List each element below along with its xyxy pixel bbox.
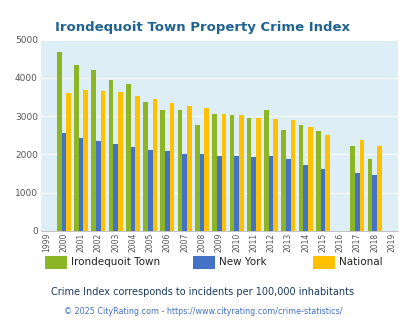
Bar xyxy=(212,114,216,231)
Bar xyxy=(229,115,234,231)
Bar xyxy=(135,96,140,231)
Bar xyxy=(147,150,152,231)
Bar xyxy=(234,155,238,231)
Bar xyxy=(281,130,285,231)
Bar xyxy=(182,154,187,231)
Bar xyxy=(367,159,371,231)
Bar xyxy=(165,151,169,231)
Bar xyxy=(74,65,79,231)
Bar xyxy=(359,140,363,231)
Bar xyxy=(273,119,277,231)
Bar xyxy=(376,146,381,231)
Bar xyxy=(204,108,209,231)
Bar xyxy=(285,159,290,231)
Bar xyxy=(177,111,182,231)
Bar xyxy=(303,165,307,231)
Bar xyxy=(320,169,324,231)
Bar xyxy=(238,115,243,231)
Text: National: National xyxy=(338,257,382,267)
Bar xyxy=(246,118,251,231)
Bar xyxy=(187,106,191,231)
Bar xyxy=(66,93,70,231)
Bar xyxy=(216,155,221,231)
Text: New York: New York xyxy=(219,257,266,267)
Bar xyxy=(109,80,113,231)
Bar xyxy=(256,118,260,231)
Bar xyxy=(315,131,320,231)
Bar xyxy=(160,110,165,231)
Bar xyxy=(199,154,204,231)
Bar xyxy=(251,157,256,231)
Bar xyxy=(57,52,61,231)
Text: © 2025 CityRating.com - https://www.cityrating.com/crime-statistics/: © 2025 CityRating.com - https://www.city… xyxy=(64,307,341,316)
Bar xyxy=(263,111,268,231)
Text: Irondequoit Town: Irondequoit Town xyxy=(71,257,160,267)
Text: Irondequoit Town Property Crime Index: Irondequoit Town Property Crime Index xyxy=(55,21,350,34)
Bar xyxy=(194,125,199,231)
Bar xyxy=(113,144,118,231)
Bar xyxy=(130,147,135,231)
Bar xyxy=(298,125,303,231)
Bar xyxy=(118,92,122,231)
Bar xyxy=(221,114,226,231)
Bar xyxy=(307,127,312,231)
Bar xyxy=(152,99,157,231)
Bar xyxy=(350,146,354,231)
Bar xyxy=(143,102,147,231)
Bar xyxy=(290,120,294,231)
Bar xyxy=(126,83,130,231)
Bar xyxy=(91,70,96,231)
Bar xyxy=(96,142,100,231)
Bar xyxy=(268,155,273,231)
Bar xyxy=(83,90,88,231)
Bar xyxy=(61,133,66,231)
Bar xyxy=(100,91,105,231)
Bar xyxy=(169,103,174,231)
Bar xyxy=(371,175,376,231)
Bar xyxy=(324,135,329,231)
Bar xyxy=(79,138,83,231)
Bar xyxy=(354,173,359,231)
Text: Crime Index corresponds to incidents per 100,000 inhabitants: Crime Index corresponds to incidents per… xyxy=(51,287,354,297)
